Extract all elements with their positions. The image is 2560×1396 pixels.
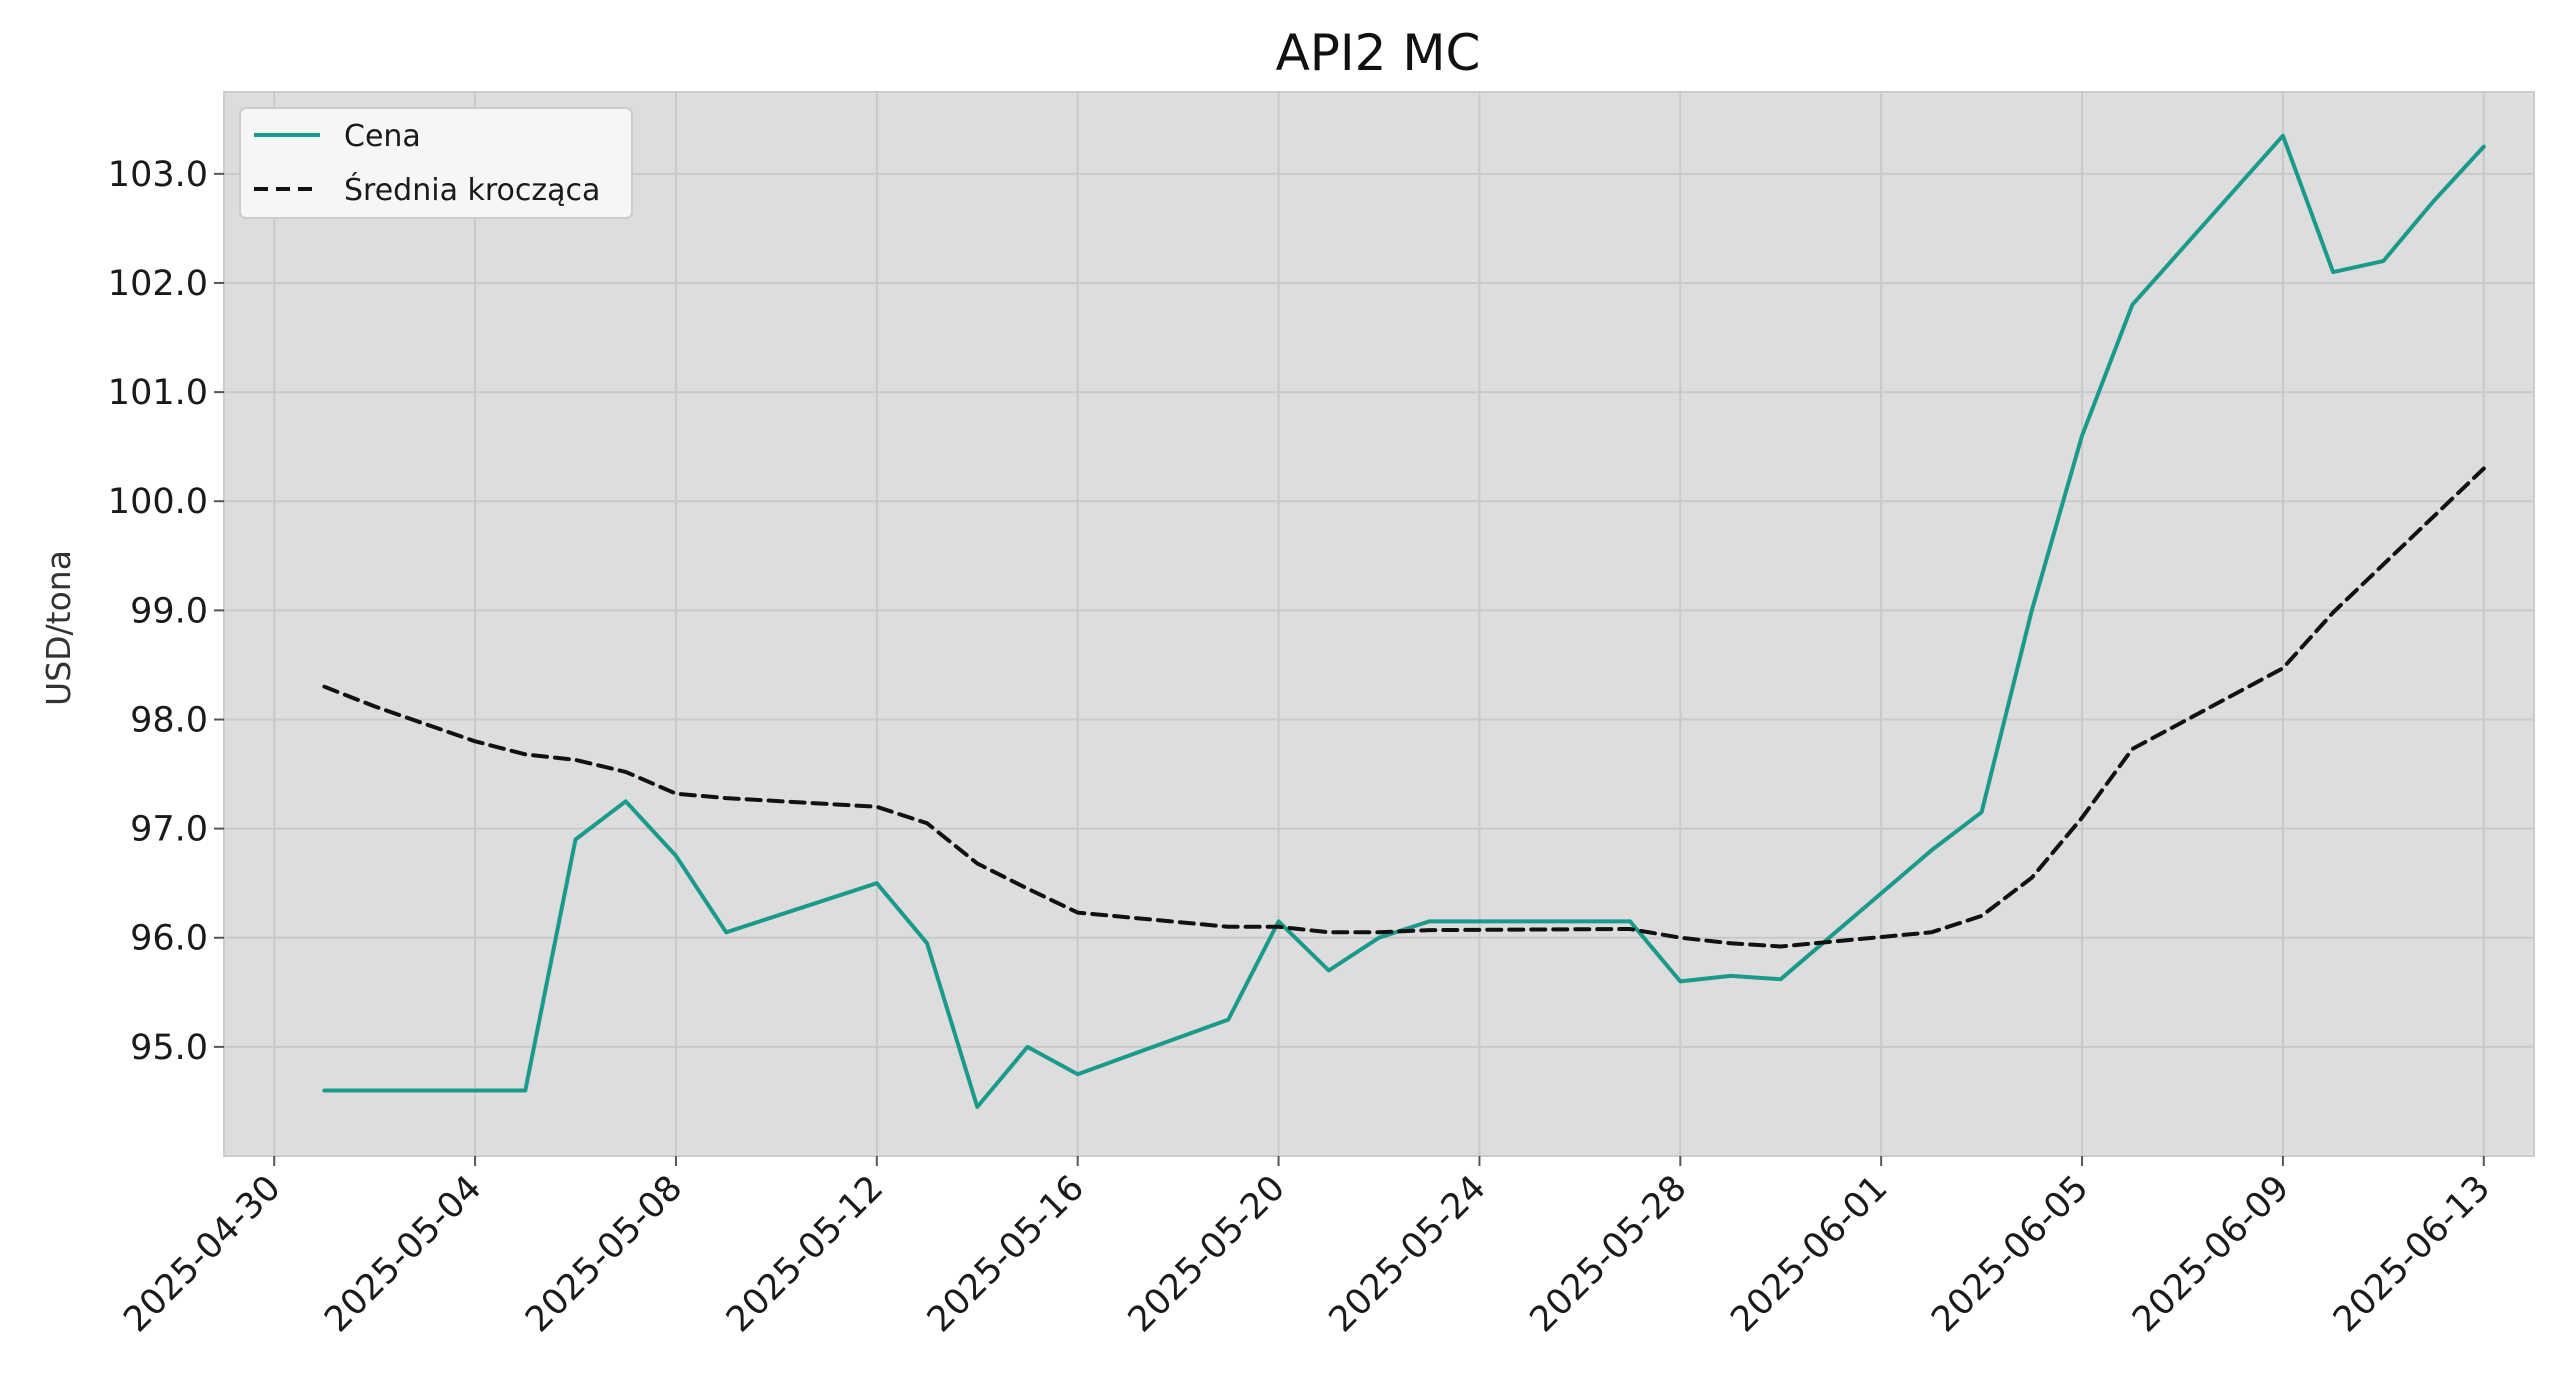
data-point-cena — [1979, 809, 1985, 815]
x-tick-label: 2025-06-05 — [1924, 1168, 2096, 1340]
data-point-cena — [422, 1088, 428, 1094]
data-point-srednia — [623, 769, 629, 775]
data-point-cena — [2330, 269, 2336, 275]
data-point-cena — [874, 880, 880, 886]
data-point-srednia — [2280, 665, 2286, 671]
data-point-cena — [723, 929, 729, 935]
x-tick-label: 2025-05-04 — [317, 1168, 489, 1340]
data-point-cena — [974, 1104, 980, 1110]
data-point-cena — [2481, 144, 2487, 150]
data-point-srednia — [1627, 926, 1633, 932]
data-point-cena — [2431, 198, 2437, 204]
data-point-cena — [321, 1088, 327, 1094]
data-point-srednia — [1025, 886, 1031, 892]
data-point-srednia — [573, 757, 579, 763]
data-point-srednia — [1728, 940, 1734, 946]
x-tick-label: 2025-05-16 — [920, 1168, 1092, 1340]
data-point-cena — [2380, 258, 2386, 264]
data-point-srednia — [1075, 910, 1081, 916]
y-tick-label: 97.0 — [130, 810, 208, 850]
series-lines — [321, 133, 2487, 1110]
x-tick-label: 2025-06-01 — [1723, 1168, 1895, 1340]
data-point-srednia — [2431, 514, 2437, 520]
x-tick-label: 2025-05-12 — [719, 1168, 891, 1340]
data-point-cena — [1075, 1071, 1081, 1077]
data-point-srednia — [2029, 875, 2035, 881]
data-point-srednia — [1778, 944, 1784, 950]
y-tick-label: 101.0 — [108, 373, 208, 413]
x-tick-label: 2025-05-20 — [1121, 1168, 1293, 1340]
x-tick-label: 2025-05-08 — [518, 1168, 690, 1340]
data-point-cena — [1025, 1044, 1031, 1050]
data-point-srednia — [2330, 610, 2336, 616]
data-point-srednia — [2079, 815, 2085, 821]
data-point-srednia — [1928, 929, 1934, 935]
data-point-srednia — [974, 861, 980, 867]
data-point-cena — [2029, 607, 2035, 613]
legend-label-cena: Cena — [344, 119, 421, 154]
data-point-srednia — [1326, 929, 1332, 935]
series-line-cena — [322, 133, 2486, 1109]
data-point-srednia — [1979, 913, 1985, 919]
data-point-cena — [2280, 133, 2286, 139]
data-point-cena — [1728, 973, 1734, 979]
data-point-srednia — [673, 791, 679, 797]
data-point-srednia — [372, 703, 378, 709]
data-point-cena — [1376, 935, 1382, 941]
data-point-cena — [1627, 918, 1633, 924]
data-point-srednia — [1677, 935, 1683, 941]
chart-title: API2 MC — [1276, 24, 1481, 82]
grid-lines — [224, 92, 2534, 1156]
data-point-srednia — [1276, 924, 1282, 930]
data-point-srednia — [2481, 466, 2487, 472]
data-point-cena — [372, 1088, 378, 1094]
data-point-srednia — [422, 721, 428, 727]
y-tick-label: 99.0 — [130, 591, 208, 631]
data-point-cena — [673, 853, 679, 859]
x-tick-label: 2025-04-30 — [116, 1168, 288, 1340]
data-point-srednia — [1376, 929, 1382, 935]
data-point-srednia — [723, 795, 729, 801]
data-point-srednia — [874, 804, 880, 810]
data-point-cena — [2079, 433, 2085, 439]
x-tick-label: 2025-05-24 — [1322, 1168, 1494, 1340]
data-point-cena — [623, 798, 629, 804]
x-tick-label: 2025-06-13 — [2326, 1168, 2498, 1340]
data-point-cena — [573, 837, 579, 843]
data-point-cena — [1928, 847, 1934, 853]
plot-area — [223, 91, 2535, 1157]
data-point-srednia — [924, 820, 930, 826]
legend-label-srednia: Średnia krocząca — [344, 171, 600, 208]
y-tick-label: 96.0 — [130, 919, 208, 959]
data-point-srednia — [522, 751, 528, 757]
data-point-cena — [1326, 968, 1332, 974]
data-point-cena — [1778, 976, 1784, 982]
legend: Cena Średnia krocząca — [239, 107, 633, 219]
data-point-cena — [924, 940, 930, 946]
y-axis-label: USD/tona — [39, 550, 78, 706]
y-tick-label: 98.0 — [130, 700, 208, 740]
data-point-srednia — [321, 684, 327, 690]
data-point-cena — [1276, 918, 1282, 924]
data-point-cena — [472, 1088, 478, 1094]
data-point-srednia — [472, 738, 478, 744]
legend-box — [239, 107, 633, 219]
y-tick-label: 95.0 — [130, 1028, 208, 1068]
y-tick-label: 103.0 — [108, 155, 208, 195]
data-point-cena — [2129, 302, 2135, 308]
data-point-cena — [522, 1088, 528, 1094]
data-point-cena — [1225, 1017, 1231, 1023]
data-point-cena — [1677, 978, 1683, 984]
series-line-srednia — [322, 466, 2486, 949]
y-tick-label: 102.0 — [108, 264, 208, 304]
x-tick-label: 2025-06-09 — [2125, 1168, 2297, 1340]
data-point-srednia — [2129, 746, 2135, 752]
data-point-srednia — [2380, 562, 2386, 568]
x-tick-label: 2025-05-28 — [1523, 1168, 1695, 1340]
y-tick-label: 100.0 — [108, 482, 208, 522]
data-point-srednia — [1225, 924, 1231, 930]
data-point-cena — [1426, 918, 1432, 924]
data-point-srednia — [1426, 927, 1432, 933]
